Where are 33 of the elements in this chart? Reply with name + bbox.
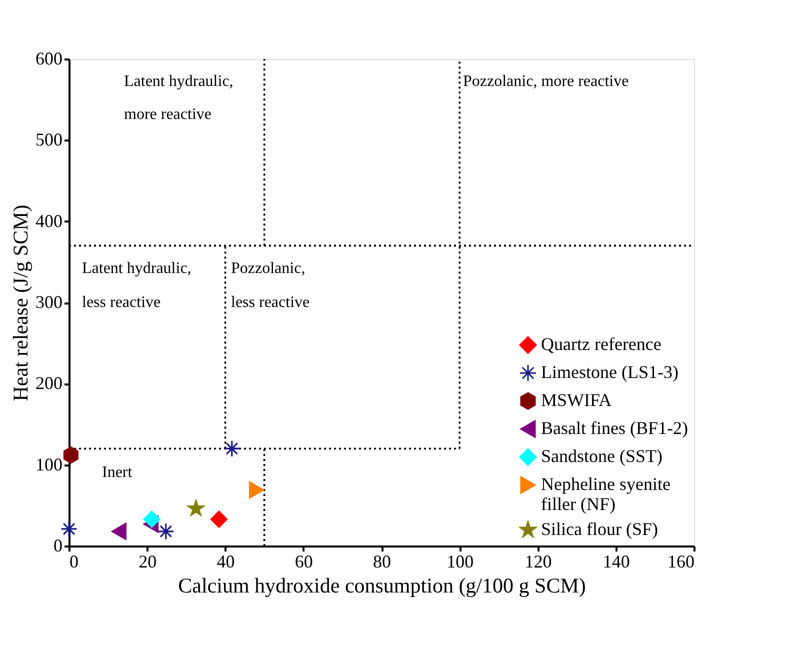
y-tick-label: 500 — [36, 130, 62, 150]
x-tick-label: 80 — [373, 552, 391, 572]
x-tick-label: 120 — [524, 552, 552, 572]
y-tick-label: 300 — [36, 292, 62, 312]
y-tick-label: 0 — [54, 536, 62, 556]
annotation: Latent hydraulic, — [82, 260, 192, 277]
legend-label: Sandstone (SST) — [541, 446, 663, 466]
annotation: more reactive — [124, 106, 212, 123]
y-tick-label: 200 — [36, 373, 62, 394]
x-axis-title: Calcium hydroxide consumption (g/100 g SCM) — [178, 574, 586, 598]
y-tick-label: 100 — [36, 454, 62, 474]
legend-label: Quartz reference — [541, 334, 662, 354]
legend-label: MSWIFA — [541, 390, 612, 410]
x-tick-label: 100 — [446, 552, 474, 572]
annotation: Pozzolanic, — [231, 260, 306, 277]
annotation: less reactive — [82, 294, 161, 311]
x-tick-label: 60 — [294, 552, 313, 572]
x-tick-label: 0 — [70, 552, 78, 572]
legend-label: Silica flour (SF) — [541, 519, 658, 539]
legend-label: Limestone (LS1-3) — [541, 362, 678, 382]
legend-label: Nepheline syenite filler (NF) — [541, 474, 670, 514]
y-tick-label: 600 — [36, 48, 62, 68]
y-axis-title: Heat release (J/g SCM) — [8, 204, 32, 402]
annotation: Inert — [102, 464, 133, 481]
x-tick-label: 160 — [668, 552, 694, 572]
x-tick-label: 40 — [216, 552, 235, 572]
annotation: less reactive — [231, 294, 310, 311]
x-tick-label: 20 — [138, 552, 157, 572]
annotation: Latent hydraulic, — [124, 73, 234, 90]
x-tick-label: 140 — [602, 552, 630, 572]
annotation: Pozzolanic, more reactive — [463, 73, 629, 90]
y-tick-label: 400 — [36, 210, 62, 231]
legend-label: Basalt fines (BF1-2) — [541, 418, 688, 438]
